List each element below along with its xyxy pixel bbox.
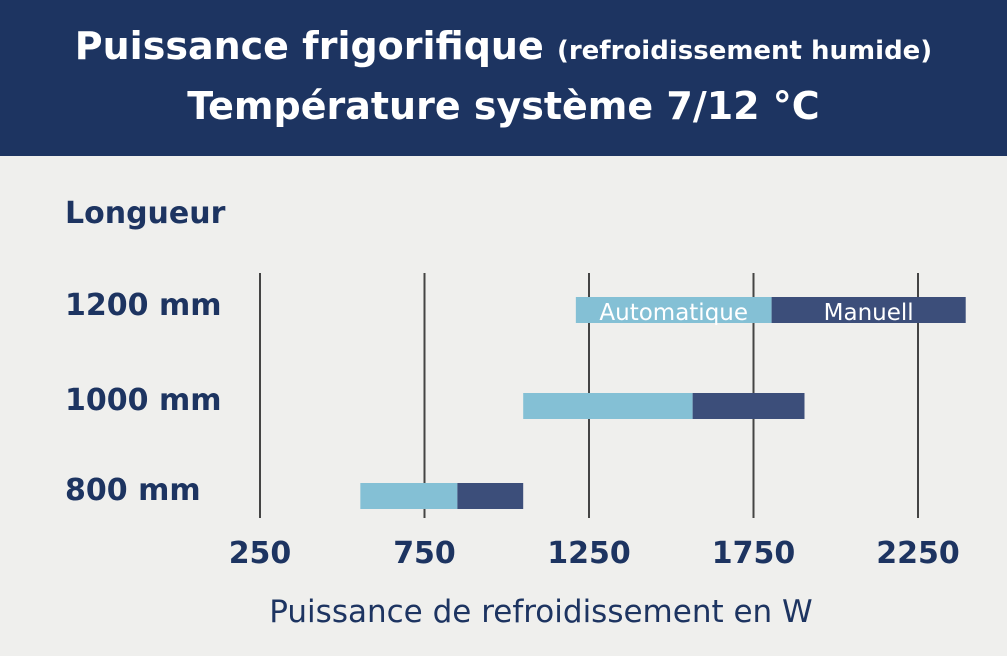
bar-manuell-0 bbox=[771, 297, 966, 323]
x-tick-label-250: 250 bbox=[229, 536, 292, 571]
y-axis-title: Longueur bbox=[65, 196, 226, 231]
chart-subtitle: Température système 7/12 °C bbox=[187, 84, 820, 128]
chart-title: Puissance frigorifique (refroidissement … bbox=[0, 24, 1007, 68]
bar-manuell-2 bbox=[457, 483, 524, 509]
x-tick-label-2250: 2250 bbox=[876, 536, 960, 571]
bar-manuell-1 bbox=[692, 393, 805, 419]
x-tick-label-750: 750 bbox=[393, 536, 456, 571]
bar-chart: Longueur 250 750 1250 1750 2250 1200 mm 1000 mm… bbox=[65, 196, 966, 630]
chart-title-main: Puissance frigorifique bbox=[74, 24, 544, 68]
bar-automatique-0 bbox=[575, 297, 772, 323]
category-label-1: 1000 mm bbox=[65, 383, 221, 418]
chart-title-sub: (refroidissement humide) bbox=[556, 36, 933, 66]
category-label-2: 800 mm bbox=[65, 473, 201, 508]
x-tick-label-1750: 1750 bbox=[712, 536, 796, 571]
chart-header: Puissance frigorifique (refroidissement … bbox=[0, 0, 1007, 156]
bar-automatique-1 bbox=[523, 393, 693, 419]
x-tick-label-1250: 1250 bbox=[547, 536, 631, 571]
x-axis-label: Puissance de refroidissement en W bbox=[269, 594, 812, 630]
bar-automatique-2 bbox=[360, 483, 458, 509]
legend-label-manuell: Manuell bbox=[824, 300, 914, 326]
category-label-0: 1200 mm bbox=[65, 288, 221, 323]
legend-label-automatique: Automatique bbox=[599, 300, 748, 326]
